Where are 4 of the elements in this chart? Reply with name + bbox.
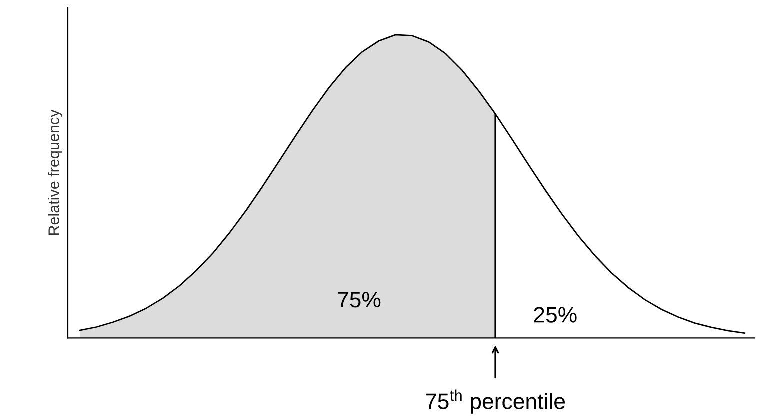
y-axis-title: Relative frequency <box>48 110 62 236</box>
text: 75$^{th}$ percentile <box>426 390 565 414</box>
annotation: 75% <box>338 292 381 308</box>
annotation: 25% <box>534 307 577 323</box>
